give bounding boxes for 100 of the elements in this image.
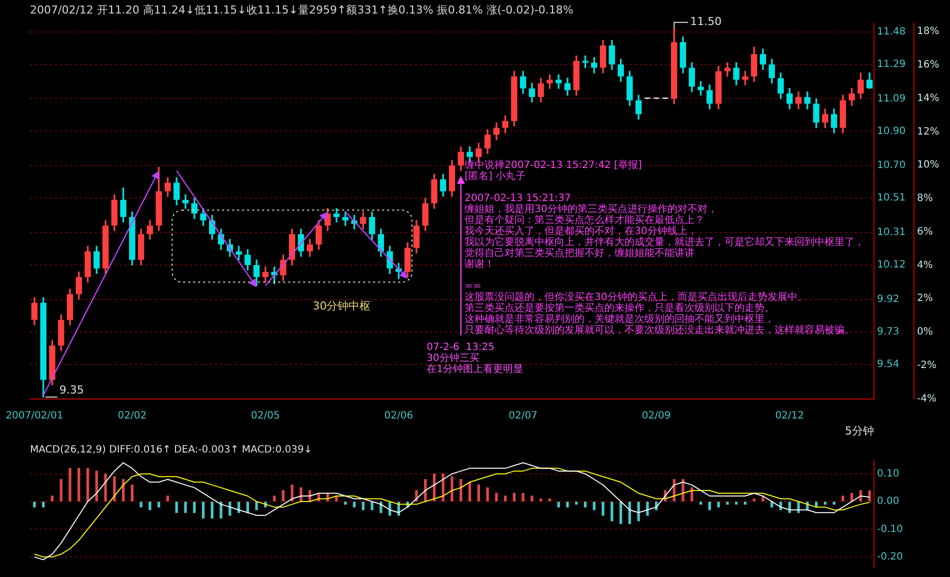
bar: [184, 502, 187, 513]
annotation: 我今天还买入了，但是都买的不对，在30分钟线上，: [464, 224, 698, 237]
bar: [824, 502, 826, 505]
annotation: 谢谢！: [464, 258, 495, 270]
bar: [566, 502, 569, 508]
bar: [86, 468, 90, 502]
y2-tick-label: 8%: [917, 193, 933, 204]
candlestick: [182, 194, 189, 209]
bar: [584, 502, 587, 508]
annotation: 30分钟三买: [426, 352, 480, 364]
y2-tick-label: -2%: [917, 360, 936, 372]
bar: [460, 479, 462, 502]
y-tick-label: -0.10: [877, 524, 903, 535]
annotation: 这种确就是非常容易判别的，关键就是次级别的回抽不能又到中枢里，: [464, 312, 775, 325]
bar: [842, 496, 844, 502]
bar: [832, 502, 836, 505]
y-tick-label: 11.09: [877, 93, 906, 104]
y2-tick-label: 4%: [917, 260, 933, 271]
bar: [699, 502, 702, 505]
y-tick-label: 0.00: [877, 496, 900, 508]
annotation: 缠中说禅2007-02-13 15:27:42 [举报]: [464, 158, 642, 171]
annotation: 30分钟中枢: [312, 300, 371, 313]
annotation: ==: [464, 280, 482, 292]
bar: [220, 502, 222, 518]
bar: [362, 502, 364, 510]
annotation: 这股票没问题的，但你没买在30分钟的买点上，而是买点出现后走势发展中。: [464, 290, 808, 303]
bar: [610, 502, 614, 522]
bar: [210, 502, 214, 518]
bar: [33, 502, 36, 508]
y2-tick-label: 0%: [917, 326, 933, 338]
bar: [104, 474, 107, 502]
bar: [166, 496, 170, 502]
y-tick-label: 10.90: [877, 126, 906, 137]
bar: [477, 484, 480, 502]
bar: [522, 492, 524, 502]
bar: [495, 492, 498, 502]
bar: [752, 498, 756, 502]
bar: [530, 496, 534, 502]
y2-tick-label: -4%: [917, 393, 936, 404]
bar: [637, 502, 640, 522]
bar: [157, 502, 160, 508]
bar: [744, 502, 747, 505]
bar: [540, 498, 542, 502]
bar: [202, 502, 205, 518]
bar: [734, 502, 738, 505]
y-tick-label: 0.10: [877, 468, 900, 480]
bar: [140, 502, 142, 508]
chart-subtitle: 2007/02/12 开11.20 高11.24↓低11.15↓收11.15↓量2959↑额331↑换0.13% 振0.81% 涨(-0.02)-0.18%: [30, 3, 574, 16]
bar: [130, 484, 134, 502]
y-tick-label: 10.70: [877, 160, 906, 172]
y2-tick-label: 14%: [917, 92, 940, 104]
bar: [575, 502, 578, 505]
y-tick-label: 10.12: [877, 260, 906, 271]
bar: [50, 496, 54, 502]
y2-tick-label: 16%: [917, 60, 940, 71]
y2-tick-label: 2%: [917, 293, 933, 304]
annotation: 缠姐姐，我是用30分钟的第三类买点进行操作的对不对，: [464, 202, 718, 215]
bar: [717, 502, 720, 508]
bar: [450, 476, 454, 502]
bar: [504, 496, 507, 502]
annotation: 9.35: [59, 383, 84, 396]
y-tick-label: 10.51: [877, 192, 906, 204]
annotation: [匿名] 小丸子: [464, 170, 526, 182]
bar: [628, 502, 632, 524]
bar: [646, 502, 649, 516]
bar: [708, 502, 711, 510]
x-tick-label: 02/12: [775, 410, 804, 422]
bar: [175, 502, 178, 513]
bar: [512, 492, 516, 502]
bar: [300, 487, 302, 502]
x-tick-label: 02/02: [118, 410, 147, 422]
x-tick-label: 02/09: [642, 410, 671, 422]
y-tick-label: 11.29: [877, 58, 906, 70]
bar: [557, 502, 560, 508]
bar: [193, 502, 196, 513]
y-tick-label: 9.54: [877, 359, 900, 370]
candlestick: [333, 208, 340, 222]
annotation: 但是有个疑问：第三类买点怎么样才能买在最低点上？: [464, 214, 705, 226]
y-tick-label: 9.92: [877, 294, 900, 305]
bar: [42, 502, 45, 508]
annotation: 07-2-6 13:25: [426, 342, 495, 354]
annotation: 觉得自己对第三类买点把握不好，缠姐姐能不能讲讲: [464, 246, 695, 259]
bar: [602, 502, 604, 516]
x-tick-label: 2007/02/01: [6, 410, 64, 422]
bar: [344, 502, 347, 505]
y-tick-label: 10.31: [877, 227, 906, 238]
y-tick-label: 11.48: [877, 26, 906, 38]
annotation: 只要耐心等待次级别的发展就可以，不要次级别还没走出来就冲进去，这样就容易被骗。: [464, 324, 855, 336]
bar: [352, 502, 356, 508]
y-tick-label: 9.73: [877, 326, 900, 338]
bar: [370, 502, 374, 510]
x-tick-label: 02/07: [508, 410, 538, 422]
chart-title: MACD(26,12,9) DIFF:0.016↑ DEA:-0.003↑ MACD:0.039↓: [30, 444, 312, 456]
y2-tick-label: 6%: [917, 226, 933, 238]
annotation: 第三类买点还是要按第一类买点的来操作，只是看次级别以下的走势。: [464, 302, 775, 314]
bar: [95, 470, 98, 502]
annotation: 11.50: [690, 15, 722, 28]
bar: [255, 502, 258, 510]
bar: [68, 468, 72, 502]
bar: [726, 502, 729, 505]
